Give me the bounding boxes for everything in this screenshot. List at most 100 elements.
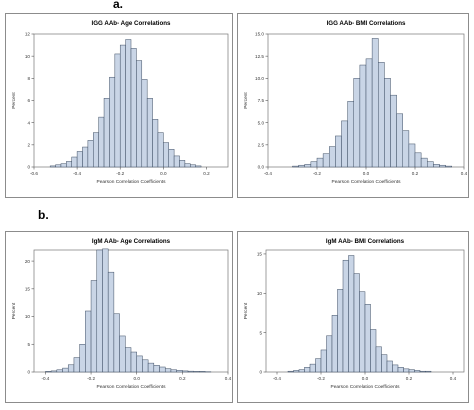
histogram-bar bbox=[316, 157, 324, 168]
y-tick-label: 0.0 bbox=[258, 165, 265, 170]
histogram-bar bbox=[130, 48, 137, 168]
histogram-bar bbox=[420, 157, 428, 168]
y-axis-label: Percent bbox=[243, 92, 249, 109]
histogram-bar bbox=[49, 165, 56, 168]
histogram-bar bbox=[195, 165, 202, 168]
histogram-bar bbox=[107, 271, 115, 373]
histogram-bar bbox=[378, 62, 385, 168]
histogram-bar bbox=[109, 76, 116, 168]
y-tick-label: 8 bbox=[27, 76, 30, 81]
histogram-panel-igm-age: IgM AAb- Age Correlations 0 5 10 15 20 -0.4 -0.… bbox=[5, 231, 233, 403]
y-tick-label: 10 bbox=[257, 291, 263, 296]
histogram-bar bbox=[114, 53, 121, 168]
chart-svg: IgM AAb- BMI Correlations 0 5 10 15 -0.4 -0.2 0… bbox=[243, 238, 465, 390]
histogram-bar bbox=[304, 164, 312, 168]
histogram-bar bbox=[414, 370, 421, 373]
y-tick-label: 10 bbox=[25, 314, 31, 319]
histogram-bar bbox=[60, 163, 67, 168]
histogram-panel-igg-age: IGG AAb- Age Correlations 0 2 4 6 8 10 12 -0.6 -0… bbox=[5, 13, 233, 198]
x-tick-label: -0.4 bbox=[273, 376, 281, 381]
histogram-bar bbox=[337, 289, 344, 373]
y-tick-label: 0 bbox=[259, 370, 262, 375]
chart-title: IGG AAb- BMI Correlations bbox=[327, 20, 406, 27]
histogram-bar bbox=[157, 132, 164, 168]
histogram-bar bbox=[147, 362, 155, 373]
chart-title: IGG AAb- Age Correlations bbox=[92, 20, 172, 27]
histogram-bar bbox=[370, 329, 377, 373]
histogram-bar bbox=[445, 165, 452, 168]
histogram-bar bbox=[56, 369, 63, 373]
y-axis-label: Percent bbox=[243, 302, 249, 319]
y-tick-label: 5.0 bbox=[258, 120, 265, 125]
histogram-bar bbox=[386, 360, 393, 373]
histogram-bar bbox=[45, 371, 52, 373]
histogram-bar bbox=[287, 370, 294, 373]
x-tick-label: -0.2 bbox=[313, 171, 321, 176]
histogram-bar bbox=[168, 149, 175, 168]
histogram-bar bbox=[375, 346, 382, 373]
x-tick-label: -0.4 bbox=[73, 171, 81, 176]
y-tick-label: 12 bbox=[25, 32, 31, 37]
histogram-bar bbox=[119, 335, 126, 373]
histogram-bar bbox=[309, 363, 316, 373]
histogram-bar bbox=[55, 164, 62, 168]
y-tick-label: 15 bbox=[25, 287, 31, 292]
section-label-a: a. bbox=[113, 0, 124, 11]
histogram-bar bbox=[136, 60, 143, 168]
histogram-bar bbox=[182, 370, 189, 373]
histogram-bar bbox=[329, 146, 336, 168]
histogram-bar bbox=[85, 310, 92, 373]
histogram-bar bbox=[79, 344, 86, 373]
y-tick-label: 2 bbox=[27, 143, 30, 148]
histogram-bar bbox=[397, 367, 404, 373]
chart-title: IgM AAb- BMI Correlations bbox=[326, 238, 405, 245]
x-axis-label: Pearson Correlation Coefficients bbox=[97, 384, 167, 390]
histogram-bar bbox=[359, 291, 366, 373]
histogram-bar bbox=[141, 79, 148, 168]
histogram-bar bbox=[347, 101, 354, 168]
histogram-bar bbox=[66, 161, 72, 168]
y-tick-label: 20 bbox=[25, 259, 31, 264]
y-tick-label: 5 bbox=[27, 342, 30, 347]
y-tick-label: 15 bbox=[257, 252, 263, 257]
x-tick-label: 0.0 bbox=[160, 171, 167, 176]
histogram-bar bbox=[67, 364, 75, 373]
histogram-bar bbox=[392, 364, 399, 373]
x-tick-label: -0.2 bbox=[116, 171, 124, 176]
histogram-bar bbox=[76, 151, 83, 168]
chart-svg: IGG AAb- Age Correlations 0 2 4 6 8 10 12 -0.6 -0… bbox=[11, 20, 229, 185]
histogram-panel-igm-bmi: IgM AAb- BMI Correlations 0 5 10 15 -0.4 -0.2 0… bbox=[237, 231, 469, 403]
histogram-bar bbox=[199, 371, 206, 373]
histogram-bar bbox=[130, 351, 137, 373]
histogram-bar bbox=[62, 367, 69, 373]
histogram-bar bbox=[153, 365, 160, 373]
histogram-bar bbox=[315, 358, 322, 373]
x-tick-label: 0.2 bbox=[406, 376, 413, 381]
histogram-panel-igg-bmi: IGG AAb- BMI Correlations 0.0 2.5 5.0 7.5 10.… bbox=[237, 13, 469, 198]
y-tick-label: 15.0 bbox=[255, 32, 264, 37]
y-axis-label: Percent bbox=[11, 92, 17, 109]
histogram-bar bbox=[103, 98, 110, 168]
histogram-bar bbox=[142, 359, 149, 373]
x-axis-label: Pearson Correlation Coefficients bbox=[97, 179, 167, 185]
histogram-bar bbox=[293, 370, 300, 373]
y-tick-label: 2.5 bbox=[258, 143, 265, 148]
histogram-bar bbox=[50, 370, 58, 373]
histogram-bar bbox=[331, 315, 338, 373]
histogram-bar bbox=[408, 369, 415, 373]
histogram-bar bbox=[176, 370, 183, 373]
y-tick-label: 10.0 bbox=[255, 76, 264, 81]
histogram-bar bbox=[125, 39, 132, 168]
histogram-bar bbox=[353, 78, 361, 168]
x-tick-label: 0.4 bbox=[225, 376, 232, 381]
histogram-bar bbox=[384, 78, 391, 168]
histogram-bar bbox=[419, 370, 426, 373]
histogram-bar bbox=[184, 163, 191, 168]
histogram-bar bbox=[364, 304, 371, 373]
histogram-bar bbox=[98, 116, 105, 168]
x-axis-label: Pearson Correlation Coefficients bbox=[331, 384, 401, 390]
histogram-bar bbox=[310, 161, 318, 168]
x-tick-label: 0.4 bbox=[450, 376, 457, 381]
y-tick-label: 4 bbox=[27, 120, 30, 125]
y-tick-label: 0 bbox=[27, 165, 30, 170]
